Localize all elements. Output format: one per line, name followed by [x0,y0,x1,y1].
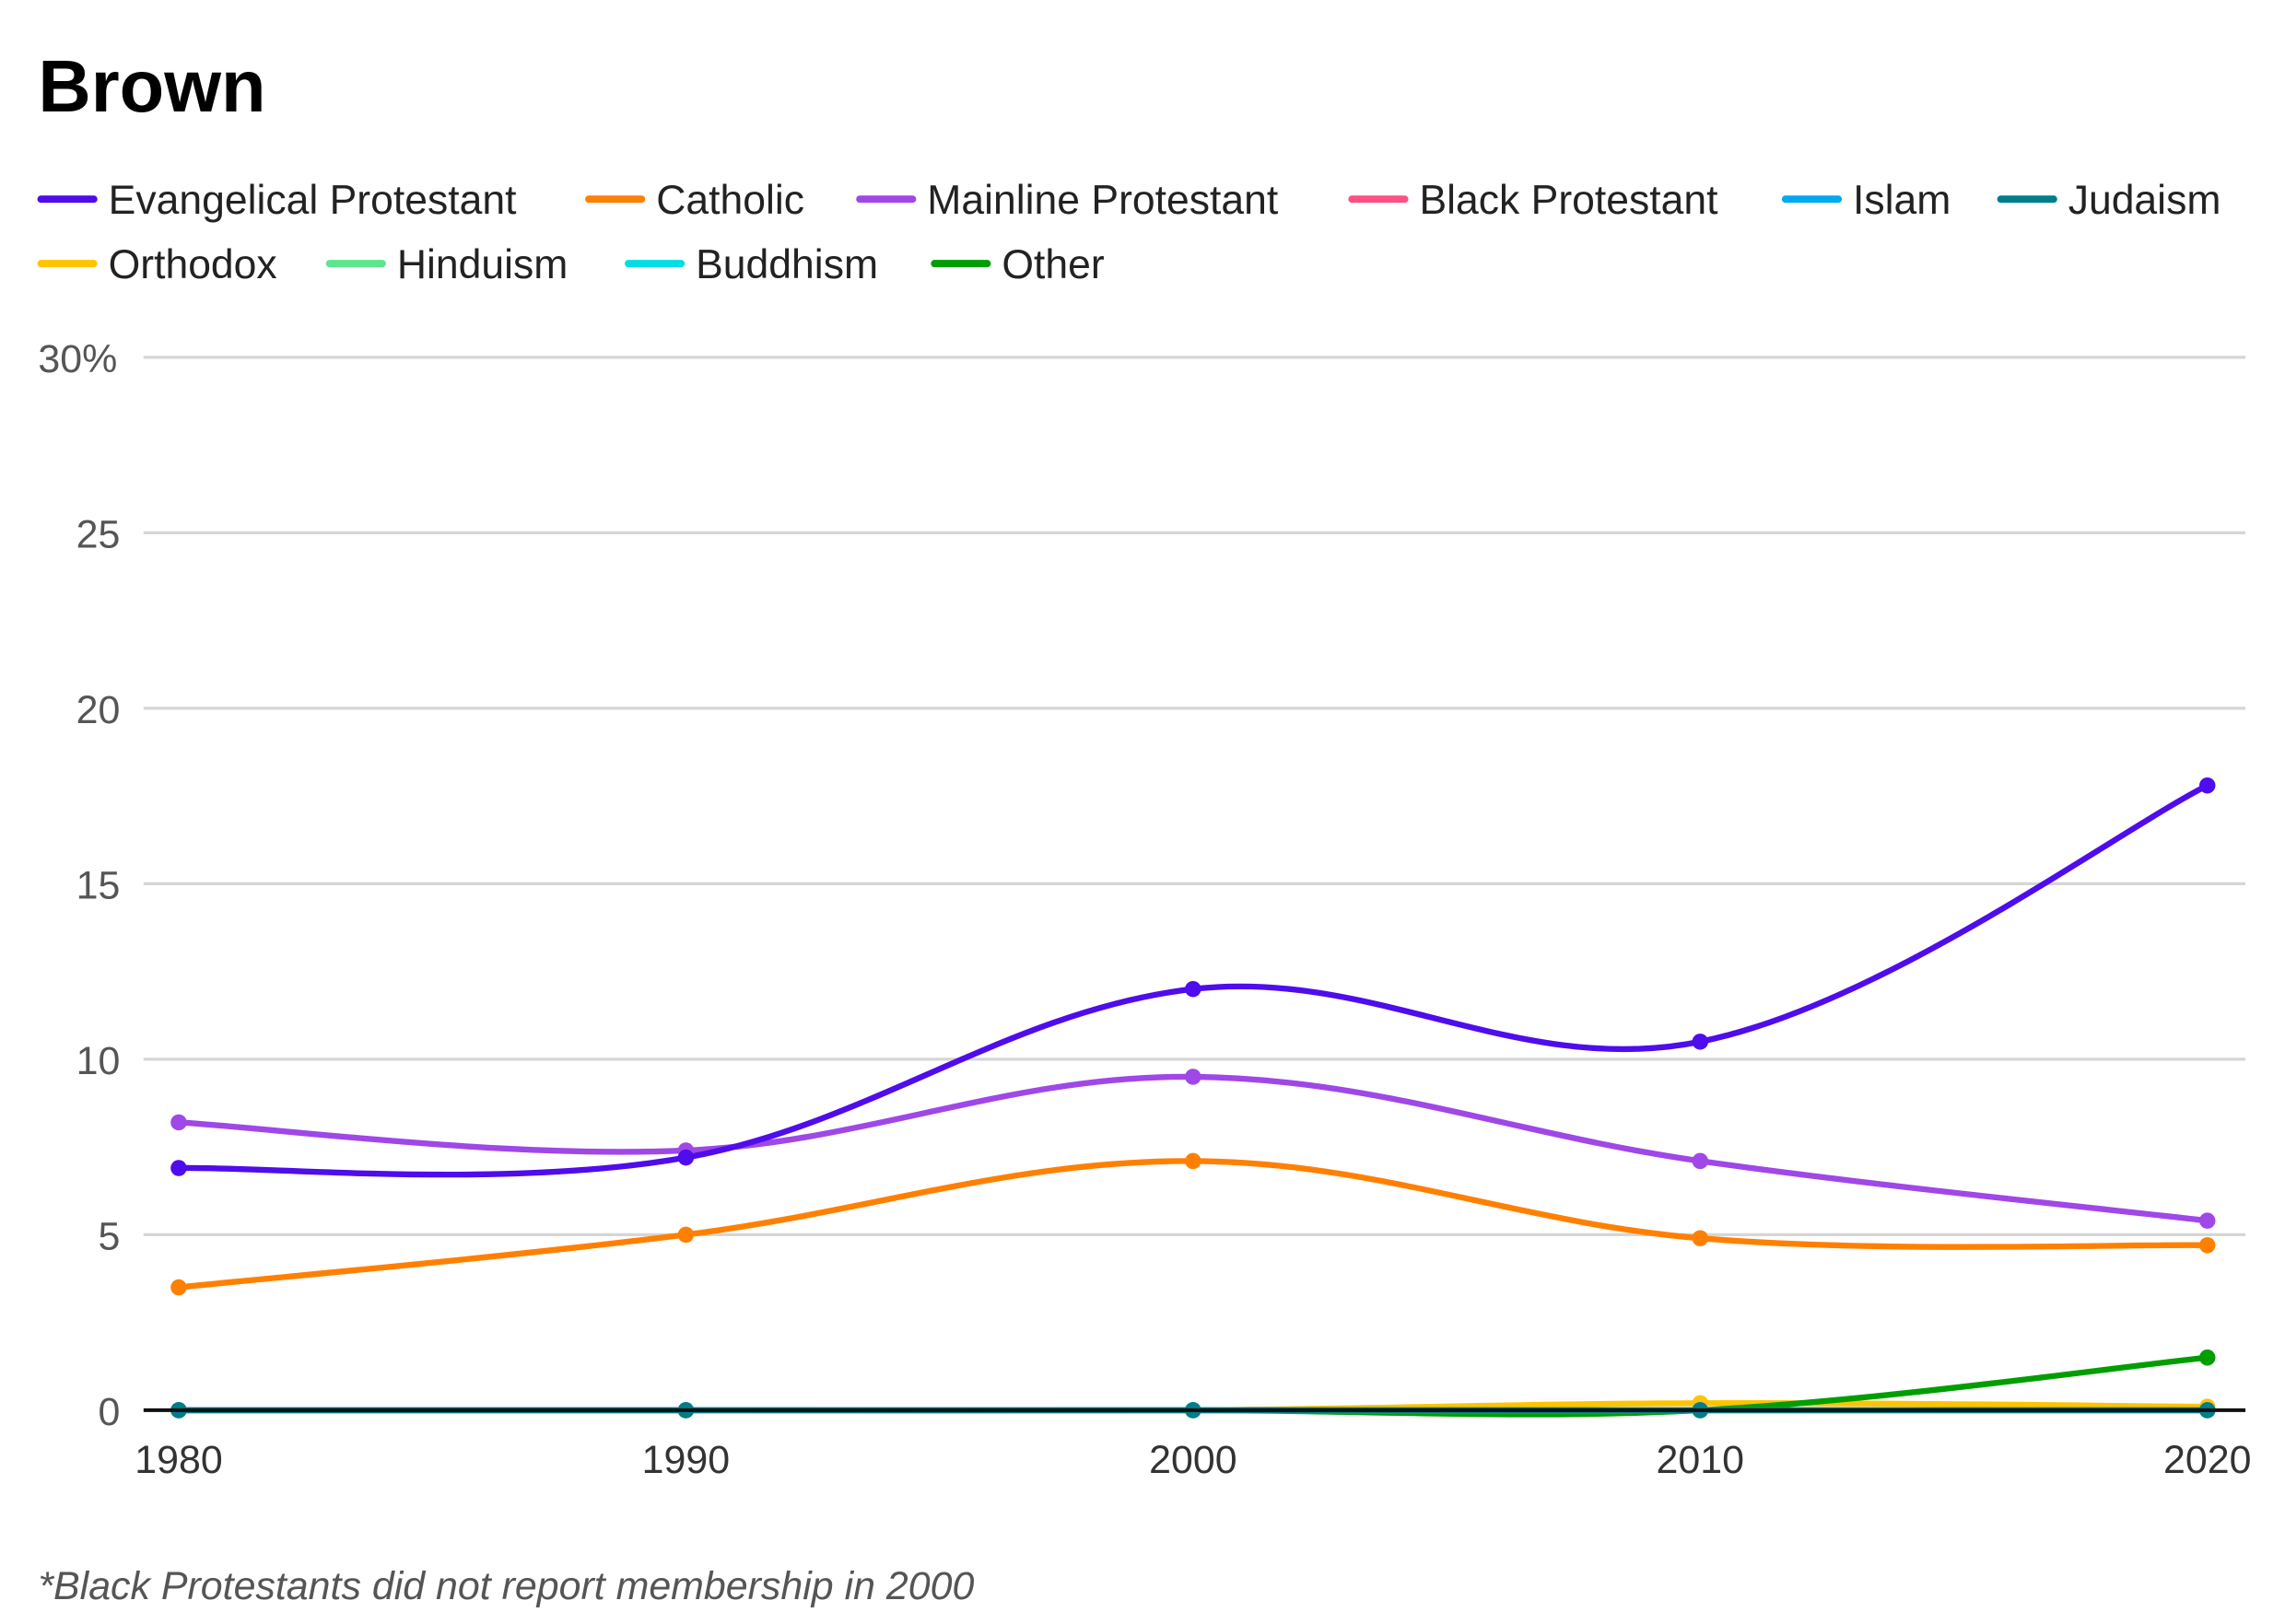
legend-label: Evangelical Protestant [109,178,517,223]
legend-label: Black Protestant [1419,178,1718,223]
y-tick-label: 5 [99,1214,121,1258]
footnote: *Black Protestants did not report member… [38,1564,974,1608]
data-point [677,1226,695,1244]
data-point [1185,1152,1201,1170]
gridlines [143,356,2246,1236]
data-point [2198,1237,2216,1254]
data-point [1692,1034,1709,1050]
x-tick-label: 1990 [642,1438,730,1482]
legend-label: Islam [1853,178,1951,223]
data-point [170,1160,187,1176]
legend-item[interactable]: Judaism [1997,178,2221,223]
chart-title: Brown [38,45,265,127]
series-line [178,1158,2208,1291]
data-point [2198,1212,2216,1229]
legend-label: Hinduism [397,242,568,287]
legend-label: Other [1002,242,1104,287]
legend-item[interactable]: Buddhism [625,242,878,287]
y-tick-label: 30% [38,337,117,381]
y-tick-label: 20 [76,688,121,732]
legend-item[interactable]: Islam [1781,178,1951,223]
y-tick-label: 15 [76,863,121,907]
y-tick-label: 0 [99,1390,121,1434]
x-tick-label: 2020 [2163,1438,2251,1482]
data-point [170,1114,187,1131]
data-point [1692,1230,1709,1246]
series-line [178,1073,2209,1224]
legend-item[interactable]: Orthodox [37,242,277,287]
y-axis: 0 5 10 15 20 25 30% [38,337,120,1434]
legend-label: Judaism [2068,178,2221,223]
series-mainline-protestant [170,1069,2216,1229]
data-point [170,1279,187,1296]
legend-item[interactable]: Other [931,242,1105,287]
series-evangelical-protestant [170,777,2216,1178]
data-point [1185,1069,1201,1085]
x-tick-label: 2000 [1149,1438,1236,1482]
series-catholic [170,1152,2216,1296]
y-tick-label: 25 [76,512,121,556]
series-lines [143,777,2246,1419]
series-line [178,782,2209,1178]
legend: Evangelical Protestant Catholic Mainline P… [37,178,2221,287]
legend-label: Orthodox [109,242,277,287]
legend-label: Catholic [656,178,804,223]
x-tick-label: 1980 [135,1438,222,1482]
legend-item[interactable]: Black Protestant [1348,178,1718,223]
legend-item[interactable]: Evangelical Protestant [37,178,518,223]
data-point [1692,1152,1709,1170]
data-point [2198,1349,2216,1366]
data-point [2198,777,2216,794]
legend-item[interactable]: Catholic [585,178,804,223]
legend-label: Buddhism [696,242,878,287]
x-tick-label: 2010 [1657,1438,1744,1482]
data-point [677,1149,695,1166]
data-point [1185,980,1201,998]
x-axis: 1980 1990 2000 2010 2020 [135,1438,2251,1482]
legend-item[interactable]: Mainline Protestant [856,178,1279,223]
y-tick-label: 10 [76,1039,121,1083]
legend-item[interactable]: Hinduism [325,242,568,287]
legend-label: Mainline Protestant [927,178,1279,223]
